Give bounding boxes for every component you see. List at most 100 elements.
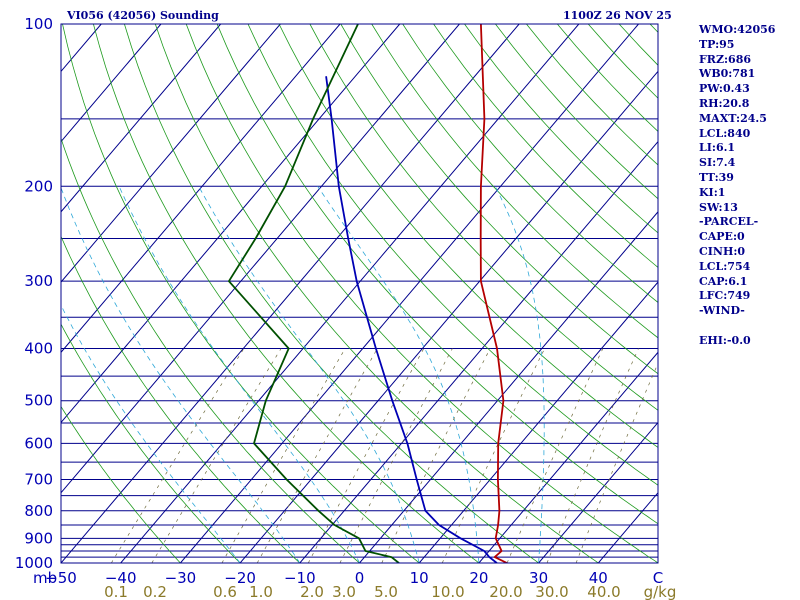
temperature-tick-label: −20: [224, 569, 256, 587]
stat-si: SI:7.4: [699, 156, 736, 170]
mixing-ratio-label: 40.0: [587, 583, 620, 600]
plot-frame: [60, 23, 659, 564]
moist-adiabat-line: [317, 186, 480, 563]
mixing-ratio-label: 20.0: [489, 583, 522, 600]
stat-ki: KI:1: [699, 185, 726, 199]
pressure-tick-label: 700: [24, 471, 53, 489]
stat-sw: SW:13: [699, 200, 738, 214]
isotherm-line: [61, 24, 222, 213]
mixing-ratio-line: [111, 348, 245, 563]
temperature-tick-label: 30: [529, 569, 548, 587]
isotherm-line: [180, 24, 639, 563]
mixing-ratio-label: 10.0: [431, 583, 464, 600]
mixing-ratio-line: [546, 348, 639, 563]
dry-adiabat-line: [61, 137, 360, 563]
mixing-ratio-label: 1.0: [249, 583, 273, 600]
mixing-ratio-label: 3.0: [332, 583, 356, 600]
pressure-tick-label: 300: [24, 272, 53, 290]
stat-cap: CAP:6.1: [699, 274, 748, 288]
stat-lcl: LCL:840: [699, 126, 751, 140]
stat-wind-header: -WIND-: [699, 304, 745, 318]
isotherm-line: [61, 24, 460, 494]
mixing-ratio-line: [575, 362, 658, 563]
temperature-tick-label: −10: [284, 569, 316, 587]
moist-adiabat-line: [198, 186, 420, 563]
stat-li: LI:6.1: [699, 141, 736, 155]
temperature-tick-label: 40: [589, 569, 608, 587]
stat-ehi: EHI:-0.0: [699, 333, 751, 347]
stat-tt: TT:39: [699, 170, 734, 184]
dry-adiabat-line: [340, 24, 658, 375]
stat-cinh: CINH:0: [699, 244, 746, 258]
isotherm-line: [61, 24, 162, 143]
stat-spacer: [699, 319, 799, 334]
isotherm-line: [359, 211, 658, 563]
mixing-ratio-label: 30.0: [535, 583, 568, 600]
pressure-tick-label: 200: [24, 177, 53, 195]
mixing-ratio-label: g/kg: [644, 583, 677, 600]
moist-adiabat-line: [494, 186, 545, 563]
dry-adiabat-line: [433, 24, 658, 268]
chart-title: VI056 (42056) Sounding: [67, 9, 219, 22]
mixing-ratio-line: [221, 348, 346, 563]
stat-rh: RH:20.8: [699, 96, 750, 110]
dry-adiabat-line: [402, 24, 658, 303]
isotherm-line: [418, 281, 658, 563]
isotherm-line: [239, 70, 658, 563]
dry-adiabat-line: [216, 24, 658, 525]
mixing-ratio-label: 0.1: [104, 583, 128, 600]
mixing-ratio-label: 5.0: [374, 583, 398, 600]
pressure-tick-label: 800: [24, 502, 53, 520]
temperature-profile-line: [479, 24, 508, 563]
pressure-tick-label: 100: [24, 15, 53, 33]
temperature-tick-label: −40: [105, 569, 137, 587]
temperature-tick-label: −30: [165, 569, 197, 587]
stat-parcel-header: -PARCEL-: [699, 215, 759, 229]
dry-adiabat-line: [185, 24, 658, 563]
temperature-tick-label: C: [653, 569, 663, 587]
isotherm-line: [61, 24, 401, 424]
stat-wmo: WMO:42056: [699, 23, 776, 36]
temperature-tick-label: 10: [410, 569, 429, 587]
sounding-indices-panel: WMO:42056 TP:95 FRZ:686 WB0:781 PW:0.43 …: [699, 23, 799, 349]
parcel-profile-line: [325, 76, 498, 563]
stat-tp: TP:95: [699, 37, 735, 51]
temperature-tick-label: 0: [355, 569, 365, 587]
dry-adiabat-line: [61, 405, 181, 563]
stat-frz: FRZ:686: [699, 52, 752, 66]
dry-adiabat-line: [124, 24, 539, 563]
isotherm-line: [61, 24, 520, 563]
dry-adiabat-line: [309, 24, 658, 411]
stat-wb0: WB0:781: [699, 67, 756, 81]
pressure-tick-label: 900: [24, 529, 53, 547]
stat-maxt: MAXT:24.5: [699, 111, 767, 125]
dry-adiabat-line: [278, 24, 658, 448]
dry-adiabat-line: [93, 24, 480, 563]
dry-adiabat-line: [62, 24, 420, 563]
mixing-ratio-line: [506, 348, 604, 563]
pressure-tick-label: 500: [24, 392, 53, 410]
moist-adiabat-line: [61, 186, 301, 563]
mixing-ratio-line: [151, 348, 282, 563]
temperature-tick-label: 20: [469, 569, 488, 587]
isotherm-line: [299, 140, 658, 563]
dewpoint-profile-line: [228, 24, 400, 563]
isotherm-line: [61, 24, 281, 283]
pressure-tick-label: 1000: [15, 554, 53, 572]
isotherm-line: [120, 24, 580, 563]
dry-adiabat-line: [61, 235, 301, 563]
mixing-ratio-label: 0.2: [143, 583, 167, 600]
mixing-ratio-line: [256, 348, 378, 563]
dry-adiabat-line: [247, 24, 658, 486]
dry-adiabat-line: [154, 24, 599, 563]
pressure-tick-label: 600: [24, 434, 53, 452]
stat-pw: PW:0.43: [699, 82, 750, 96]
temperature-tick-label: −50: [45, 569, 77, 587]
valid-time: 1100Z 26 NOV 25: [563, 9, 672, 22]
dry-adiabat-line: [61, 323, 241, 563]
mixing-ratio-line: [307, 348, 425, 563]
stat-cape: CAPE:0: [699, 230, 745, 244]
stat-lfc: LFC:749: [699, 289, 751, 303]
stat-parcel-lcl: LCL:754: [699, 259, 751, 273]
